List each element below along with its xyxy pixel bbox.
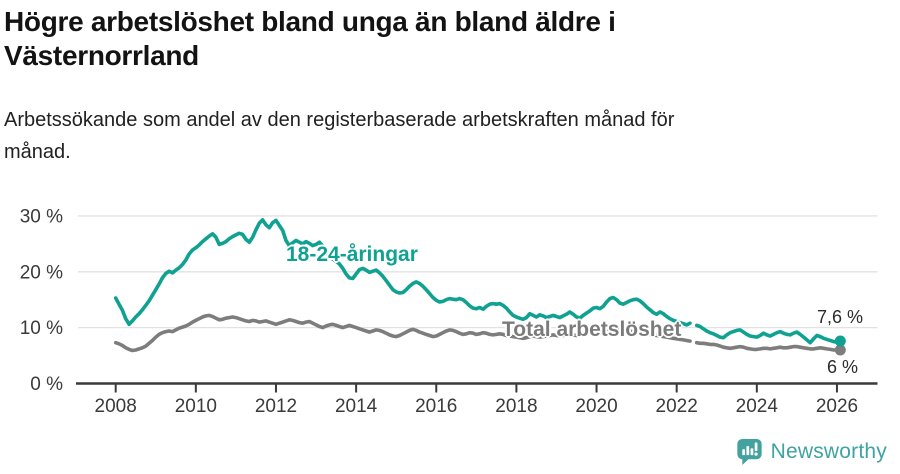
chart-subtitle-line-2: månad. — [4, 141, 71, 164]
chart-subtitle-line-1: Arbetssökande som andel av den registerb… — [4, 109, 675, 131]
x-tick-label: 2024 — [736, 396, 779, 417]
y-tick-label: 20 % — [20, 262, 63, 283]
series-label-18-24: 18-24-åringar — [286, 243, 418, 266]
series-label-total: Total arbetslöshet — [502, 318, 682, 341]
end-value-label-total: 6 % — [827, 357, 859, 377]
page-title-line-1: Högre arbetslöshet bland unga än bland ä… — [4, 6, 616, 37]
x-tick-label: 2010 — [175, 396, 217, 417]
x-tick-label: 2022 — [656, 396, 698, 417]
page-title: Högre arbetslöshet bland unga än bland ä… — [4, 5, 764, 72]
x-tick-label: 2012 — [255, 396, 297, 417]
newsworthy-logo-icon — [736, 438, 762, 466]
x-tick-label: 2008 — [95, 396, 137, 417]
series-line-total — [694, 340, 843, 352]
newsworthy-brand-text: Newsworthy — [770, 440, 887, 463]
series-end-dot-18-24 — [834, 335, 846, 347]
x-tick-label: 2018 — [495, 396, 537, 417]
x-tick-label: 2016 — [415, 396, 457, 417]
end-value-label-18-24: 7,6 % — [817, 307, 864, 327]
newsworthy-brand-link[interactable]: Newsworthy — [736, 437, 887, 467]
y-tick-label: 10 % — [20, 318, 63, 339]
series-end-dot-total — [834, 344, 846, 356]
x-tick-label: 2014 — [335, 396, 378, 417]
y-tick-label: 0 % — [30, 374, 63, 395]
page-title-line-2: Västernorrland — [4, 39, 199, 71]
series-line-18-24 — [113, 218, 692, 327]
chart-subtitle: Arbetssökande som andel av den registerb… — [4, 104, 864, 169]
y-tick-label: 30 % — [20, 206, 63, 227]
x-tick-label: 2020 — [575, 396, 617, 417]
x-tick-label: 2026 — [816, 396, 858, 417]
